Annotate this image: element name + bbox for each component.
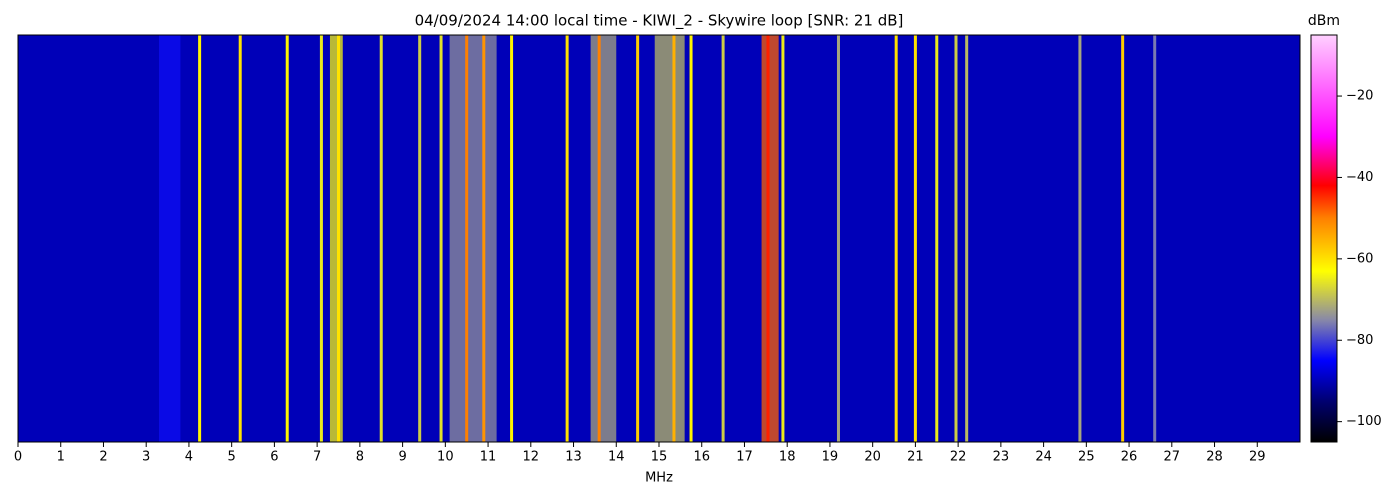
signal-line bbox=[781, 35, 785, 442]
x-tick-label: 11 bbox=[480, 450, 497, 465]
signal-line bbox=[379, 35, 383, 442]
colorbar-label: dBm bbox=[1308, 13, 1340, 29]
x-tick-label: 16 bbox=[693, 450, 710, 465]
signal-band bbox=[159, 35, 181, 442]
colorbar-tick-label: −20 bbox=[1346, 89, 1373, 104]
x-tick-label: 17 bbox=[736, 450, 753, 465]
signal-line bbox=[439, 35, 443, 442]
x-tick-label: 9 bbox=[398, 450, 406, 465]
signal-line bbox=[965, 35, 969, 442]
signal-line bbox=[465, 35, 469, 442]
signal-line bbox=[198, 35, 202, 442]
x-tick-label: 15 bbox=[651, 450, 668, 465]
signal-line bbox=[597, 35, 601, 442]
signal-line bbox=[319, 35, 323, 442]
signal-band bbox=[761, 35, 779, 442]
x-tick-label: 0 bbox=[14, 450, 22, 465]
signal-band bbox=[654, 35, 685, 442]
signal-line bbox=[418, 35, 422, 442]
signal-line bbox=[672, 35, 676, 442]
signal-line bbox=[1078, 35, 1082, 442]
x-tick-label: 10 bbox=[437, 450, 454, 465]
x-tick-label: 6 bbox=[270, 450, 278, 465]
colorbar-tick-label: −80 bbox=[1346, 333, 1373, 348]
signal-line bbox=[565, 35, 569, 442]
x-tick-label: 1 bbox=[57, 450, 65, 465]
x-tick-label: 21 bbox=[907, 450, 924, 465]
signal-line bbox=[721, 35, 725, 442]
colorbar bbox=[1310, 34, 1338, 443]
x-tick-label: 13 bbox=[565, 450, 582, 465]
colorbar-tick-label: −40 bbox=[1346, 170, 1373, 185]
x-tick-label: 3 bbox=[142, 450, 150, 465]
signal-line bbox=[954, 35, 958, 442]
signal-line bbox=[482, 35, 486, 442]
signal-line bbox=[689, 35, 693, 442]
signal-line bbox=[836, 35, 840, 442]
x-tick-label: 20 bbox=[864, 450, 881, 465]
x-tick-label: 19 bbox=[822, 450, 839, 465]
signal-band bbox=[449, 35, 497, 442]
x-tick-label: 24 bbox=[1035, 450, 1052, 465]
signal-line bbox=[1153, 35, 1157, 442]
signal-band bbox=[590, 35, 617, 442]
signal-line bbox=[636, 35, 640, 442]
colorbar-tick-label: −100 bbox=[1346, 414, 1382, 429]
x-tick-label: 12 bbox=[523, 450, 540, 465]
x-tick-label: 23 bbox=[993, 450, 1010, 465]
colorbar-tick-label: −60 bbox=[1346, 251, 1373, 266]
x-tick-label: 2 bbox=[99, 450, 107, 465]
x-tick-label: 4 bbox=[185, 450, 193, 465]
signal-line bbox=[510, 35, 514, 442]
signal-band bbox=[329, 35, 343, 442]
x-tick-label: 26 bbox=[1121, 450, 1138, 465]
signal-line bbox=[913, 35, 917, 442]
signal-line bbox=[337, 35, 340, 442]
signal-line bbox=[894, 35, 898, 442]
plot-area bbox=[18, 35, 1300, 442]
x-axis-label: MHz bbox=[645, 471, 673, 486]
signal-line bbox=[285, 35, 289, 442]
signal-line bbox=[1121, 35, 1125, 442]
x-tick-label: 29 bbox=[1249, 450, 1266, 465]
x-tick-label: 14 bbox=[608, 450, 625, 465]
x-tick-label: 18 bbox=[779, 450, 796, 465]
signal-line bbox=[935, 35, 939, 442]
x-tick-label: 7 bbox=[313, 450, 321, 465]
signal-line bbox=[766, 35, 770, 442]
x-tick-label: 8 bbox=[356, 450, 364, 465]
x-tick-label: 28 bbox=[1206, 450, 1223, 465]
x-tick-label: 25 bbox=[1078, 450, 1095, 465]
chart-title: 04/09/2024 14:00 local time - KIWI_2 - S… bbox=[415, 12, 904, 31]
signal-line bbox=[238, 35, 242, 442]
x-tick-label: 22 bbox=[950, 450, 967, 465]
x-tick-label: 5 bbox=[228, 450, 236, 465]
x-tick-label: 27 bbox=[1164, 450, 1181, 465]
